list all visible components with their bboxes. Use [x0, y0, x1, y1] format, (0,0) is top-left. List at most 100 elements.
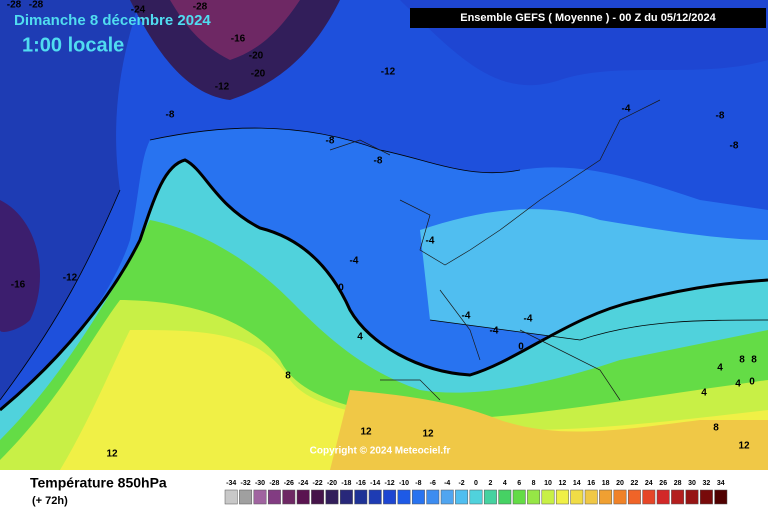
scale-swatch: [642, 489, 656, 505]
scale-swatch: [627, 489, 641, 505]
coastline: [329, 99, 661, 401]
contour-label: -8: [374, 156, 383, 167]
scale-label: -26: [284, 480, 294, 487]
scale-label: -12: [385, 480, 395, 487]
contour-label: -12: [215, 82, 230, 93]
color-scale: -34 -32 -30 -28 -26 -24 -22 -20 -18 -16 -14 -12 -10-…: [224, 480, 728, 505]
scale-label: 30: [688, 480, 696, 487]
scale-label: 34: [717, 480, 725, 487]
contour-label: 4: [735, 379, 741, 390]
contour-label: 12: [106, 449, 118, 460]
contour-label: -8: [730, 141, 739, 152]
scale-swatch: [570, 489, 584, 505]
scale-swatch: [440, 489, 454, 505]
contour-label: 12: [738, 441, 750, 452]
field-title: Température 850hPa: [30, 475, 167, 491]
contour-label: -28: [7, 0, 22, 11]
scale-label: -8: [415, 480, 421, 487]
scale-label: -2: [458, 480, 464, 487]
scale-swatch: [656, 489, 670, 505]
contour-label: 8: [285, 371, 291, 382]
contour-label: -4: [462, 311, 471, 322]
scale-swatch: [339, 489, 353, 505]
scale-label: 12: [559, 480, 567, 487]
isotherm: [0, 127, 768, 401]
scale-label: -28: [269, 480, 279, 487]
scale-swatch: [311, 489, 325, 505]
scale-swatch: [671, 489, 685, 505]
scale-swatch: [469, 489, 483, 505]
scale-label: 2: [488, 480, 492, 487]
contour-label: -4: [426, 236, 435, 247]
contour-label: -8: [716, 111, 725, 122]
cold-core: [170, 0, 300, 60]
scale-swatch: [426, 489, 440, 505]
region: [330, 390, 768, 470]
contour-label: 8: [739, 355, 745, 366]
scale-label: 18: [602, 480, 610, 487]
scale-label: 24: [645, 480, 653, 487]
contour-label: -8: [326, 136, 335, 147]
scale-swatch: [685, 489, 699, 505]
contour-label: 4: [717, 363, 723, 374]
scale-swatch: [584, 489, 598, 505]
scale-swatch: [383, 489, 397, 505]
scale-label: -22: [313, 480, 323, 487]
scale-swatch: [483, 489, 497, 505]
contour-label: -12: [381, 67, 396, 78]
contour-label: -4: [490, 326, 499, 337]
contour-label: -28: [29, 0, 44, 11]
contour-label: -20: [251, 69, 266, 80]
scale-swatch: [368, 489, 382, 505]
scale-label: -32: [241, 480, 251, 487]
contour-label: 0: [338, 283, 344, 294]
scale-swatch: [714, 489, 728, 505]
scale-swatch: [455, 489, 469, 505]
contour-label: 12: [360, 427, 372, 438]
contour-label: 8: [751, 355, 757, 366]
scale-swatch: [599, 489, 613, 505]
scale-label: -10: [399, 480, 409, 487]
scale-label: 8: [532, 480, 536, 487]
contour-label: -8: [166, 110, 175, 121]
zero-isotherm: [0, 158, 768, 412]
contour-label: -4: [350, 256, 359, 267]
contour-label: -16: [11, 280, 26, 291]
scale-swatch: [354, 489, 368, 505]
contour-label: -16: [231, 34, 246, 45]
scale-swatch: [224, 489, 238, 505]
scale-label: 22: [631, 480, 639, 487]
cold-core: [0, 200, 40, 332]
scale-swatch: [512, 489, 526, 505]
scale-label: -16: [356, 480, 366, 487]
scale-label: -20: [327, 480, 337, 487]
scale-label: 14: [573, 480, 581, 487]
scale-swatch: [527, 489, 541, 505]
header-box: [410, 8, 766, 28]
contour-label: 0: [749, 377, 755, 388]
time: 1:00 locale: [22, 34, 124, 56]
contour-label: -4: [622, 104, 631, 115]
scale-swatch: [239, 489, 253, 505]
scale-label: 10: [544, 480, 552, 487]
scale-swatch: [498, 489, 512, 505]
scale-label: -34: [226, 480, 236, 487]
model-info: Ensemble GEFS ( Moyenne ) - 00 Z du 05/1…: [460, 12, 716, 24]
contour-label: 8: [713, 423, 719, 434]
scale-label: -18: [341, 480, 351, 487]
scale-label: 26: [659, 480, 667, 487]
scale-swatch: [253, 489, 267, 505]
scale-label: 20: [616, 480, 624, 487]
scale-swatch: [282, 489, 296, 505]
contour-label: 4: [357, 332, 363, 343]
copyright: Copyright © 2024 Meteociel.fr: [310, 446, 451, 457]
scale-swatch: [411, 489, 425, 505]
contour-label: -12: [63, 273, 78, 284]
scale-label: -14: [370, 480, 380, 487]
scale-label: 0: [474, 480, 478, 487]
scale-swatch: [325, 489, 339, 505]
contour-label: -20: [249, 51, 264, 62]
scale-swatch: [267, 489, 281, 505]
